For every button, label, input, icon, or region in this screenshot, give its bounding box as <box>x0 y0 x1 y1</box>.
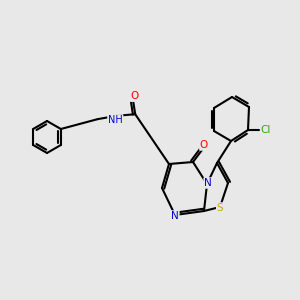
Text: Cl: Cl <box>261 125 271 135</box>
Text: S: S <box>217 203 223 213</box>
Text: NH: NH <box>108 115 123 125</box>
Text: O: O <box>130 91 138 101</box>
Text: N: N <box>171 211 179 221</box>
Text: O: O <box>200 140 208 150</box>
Text: N: N <box>204 178 212 188</box>
